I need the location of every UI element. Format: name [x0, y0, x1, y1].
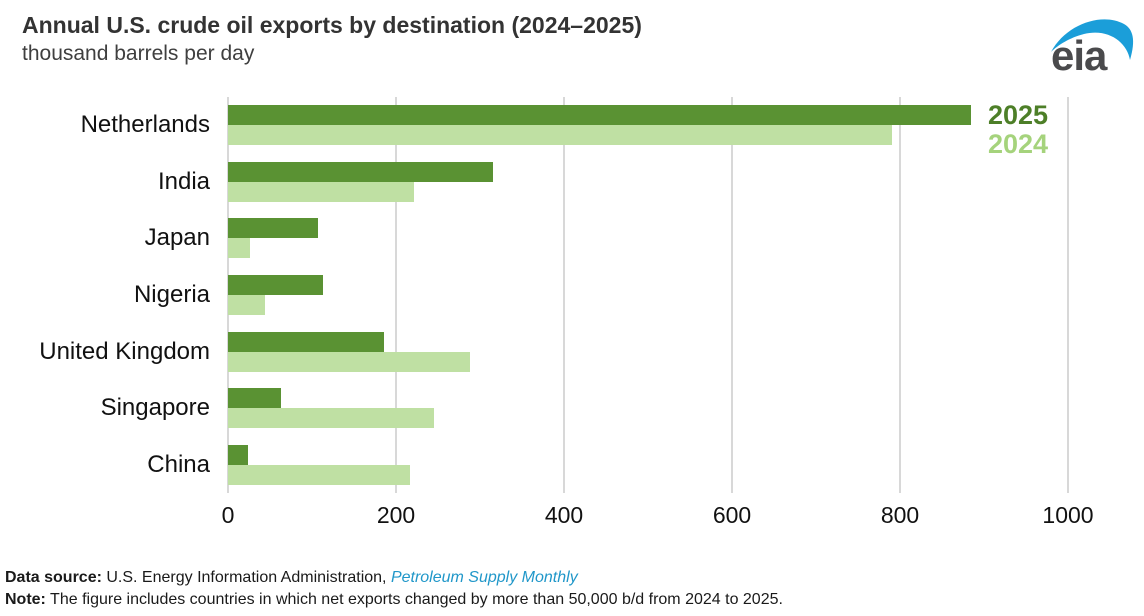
- x-tick-label: 1000: [1042, 502, 1094, 528]
- bar-group-japan: [228, 210, 1068, 267]
- bar-group-united-kingdom: [228, 323, 1068, 380]
- x-axis-ticks: 0 200 400 600 800 1000: [222, 502, 1094, 532]
- gridline-200: [395, 97, 397, 493]
- footer: Data source: U.S. Energy Information Adm…: [5, 567, 783, 611]
- bar-2025: [228, 275, 323, 296]
- x-tick-label: 800: [880, 502, 920, 528]
- plot-area: [227, 97, 1069, 493]
- category-label: India: [157, 167, 210, 195]
- note-label: Note:: [5, 591, 46, 608]
- bar-2024: [228, 295, 265, 316]
- legend: 2025 2024: [988, 101, 1048, 159]
- data-source-line: Data source: U.S. Energy Information Adm…: [5, 567, 783, 589]
- bar-2025: [228, 444, 249, 465]
- bar-group-singapore: [228, 380, 1068, 437]
- note-line: Note: The figure includes countries in w…: [5, 589, 783, 611]
- page-title: Annual U.S. crude oil exports by destina…: [22, 12, 642, 38]
- category-label: Nigeria: [133, 281, 210, 309]
- category-axis: Netherlands India Japan Nigeria United Kingd…: [0, 97, 210, 493]
- gridline-1000: [1067, 97, 1069, 493]
- bar-2025: [228, 331, 385, 352]
- x-tick-label: 0: [221, 502, 235, 528]
- eia-logo-text: eia: [1051, 32, 1108, 74]
- bar-2025: [228, 388, 281, 409]
- bar-group-nigeria: [228, 267, 1068, 324]
- bar-2024: [228, 181, 415, 202]
- data-source-link[interactable]: Petroleum Supply Monthly: [390, 569, 578, 586]
- bar-2025: [228, 218, 318, 239]
- category-label: Netherlands: [80, 111, 210, 139]
- legend-item-2024: 2024: [988, 129, 1049, 159]
- x-tick-label: 400: [544, 502, 584, 528]
- bar-2024: [228, 238, 250, 259]
- bar-2025: [228, 161, 493, 182]
- x-tick-label: 200: [376, 502, 416, 528]
- bar-group-netherlands: [228, 97, 1068, 154]
- bar-rows: [228, 97, 1068, 493]
- gridline-600: [731, 97, 733, 493]
- category-label: United Kingdom: [39, 337, 210, 365]
- eia-logo[interactable]: eia: [1050, 12, 1138, 74]
- category-label: China: [147, 450, 210, 478]
- data-source-text: U.S. Energy Information Administration,: [101, 569, 391, 586]
- eia-logo-swoosh-icon: [1051, 19, 1134, 60]
- category-label: Singapore: [100, 394, 210, 422]
- x-tick-label: 600: [712, 502, 752, 528]
- bar-2025: [228, 105, 972, 126]
- bar-group-india: [228, 154, 1068, 211]
- chart-units-label: thousand barrels per day: [22, 42, 255, 65]
- bar-group-china: [228, 436, 1068, 493]
- legend-item-2025: 2025: [988, 100, 1049, 130]
- data-source-label: Data source:: [5, 569, 102, 586]
- category-label: Japan: [144, 224, 210, 252]
- note-text: The figure includes countries in which n…: [45, 591, 783, 608]
- bar-2024: [228, 351, 470, 372]
- bar-2024: [228, 125, 892, 146]
- gridline-800: [899, 97, 901, 493]
- bar-2024: [228, 464, 411, 485]
- gridline-400: [563, 97, 565, 493]
- bar-2024: [228, 408, 434, 429]
